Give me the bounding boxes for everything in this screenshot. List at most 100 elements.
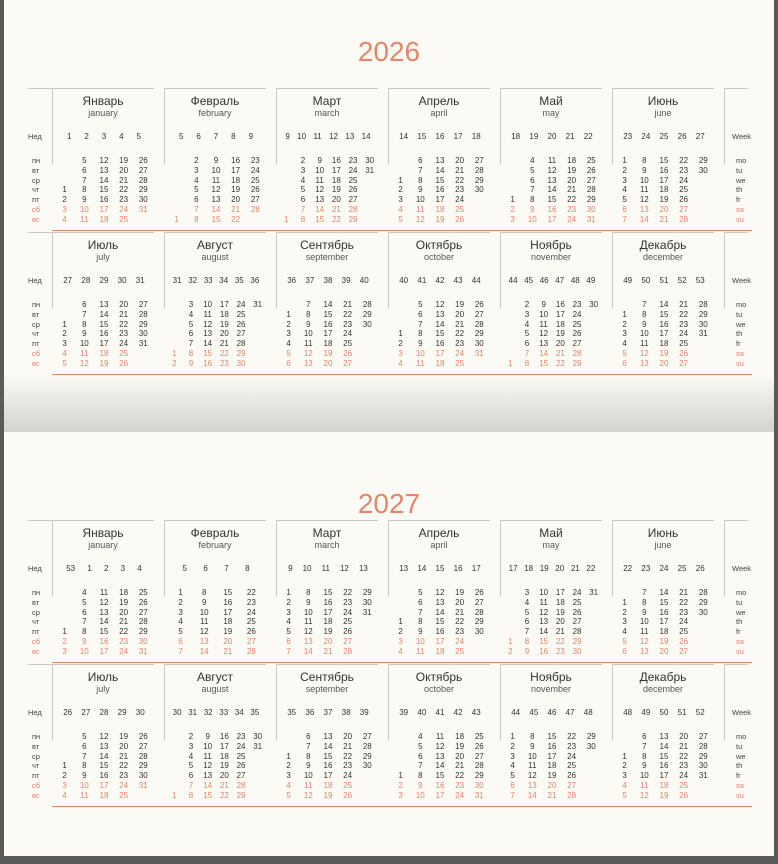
day-cell bbox=[616, 300, 634, 310]
day-cell: 21 bbox=[679, 300, 689, 309]
day-cell: 3 bbox=[188, 741, 194, 751]
week-numbers: 23 24 25 26 27 bbox=[614, 132, 714, 141]
weekday-label: th bbox=[736, 329, 743, 339]
day-cell: 9 bbox=[418, 185, 423, 195]
day-cell bbox=[166, 752, 183, 762]
day-cell bbox=[392, 300, 410, 310]
day-cell: 26 bbox=[455, 214, 465, 224]
day-cell: 7 bbox=[188, 339, 194, 349]
day-cell bbox=[582, 781, 600, 791]
day-cell: 12 bbox=[303, 627, 313, 637]
day-cell: 18 bbox=[223, 617, 233, 627]
day-cell: 6 bbox=[418, 751, 423, 761]
day-cell: 14 bbox=[303, 646, 313, 656]
day-cell: 27 bbox=[362, 732, 372, 741]
day-cell: 30 bbox=[253, 732, 263, 741]
divider-line bbox=[500, 88, 602, 89]
day-cell: 8 bbox=[306, 588, 311, 597]
day-cell: 8 bbox=[418, 329, 423, 339]
day-cell: 23 bbox=[572, 300, 582, 309]
day-cell: 30 bbox=[589, 300, 599, 309]
week-number: 28 bbox=[99, 708, 109, 717]
day-cell: 30 bbox=[474, 627, 484, 637]
week-number: 12 bbox=[329, 132, 339, 141]
day-cell: 6 bbox=[82, 607, 87, 617]
weekday-label: mo bbox=[736, 156, 747, 165]
day-cell: 19 bbox=[119, 732, 129, 741]
day-cell: 4 bbox=[622, 627, 627, 637]
day-cell bbox=[582, 771, 600, 781]
divider-line bbox=[52, 88, 53, 164]
week-number: 17 bbox=[508, 564, 518, 573]
week-number: 7 bbox=[224, 564, 229, 573]
day-cell: 18 bbox=[435, 358, 445, 368]
day-cell: 5 bbox=[82, 156, 87, 165]
weekday-label: пт bbox=[32, 627, 40, 637]
month-november: Ноябрь november 44 45 46 47 48 49 1 2 3 4 5 6 7 8 9 10 11 1… bbox=[500, 232, 608, 374]
day-cell bbox=[168, 176, 186, 186]
day-cell bbox=[166, 732, 183, 742]
day-cell: 15 bbox=[659, 751, 669, 761]
weekday-label: sa bbox=[736, 636, 744, 646]
day-cell bbox=[502, 598, 519, 608]
day-cell: 16 bbox=[323, 761, 333, 771]
day-cell: 3 bbox=[524, 309, 530, 319]
week-column: 13 14 15 16 17 18 19 bbox=[431, 156, 449, 225]
divider-line bbox=[724, 520, 725, 596]
day-cell bbox=[585, 339, 602, 349]
week-number: 28 bbox=[81, 276, 91, 285]
day-cell: 9 bbox=[418, 339, 423, 349]
day-cell: 16 bbox=[547, 741, 557, 751]
day-cell: 26 bbox=[586, 165, 596, 175]
day-cell: 11 bbox=[304, 339, 313, 349]
day-cell: 23 bbox=[455, 339, 465, 349]
day-cell: 6 bbox=[178, 636, 183, 646]
day-cell: 23 bbox=[246, 597, 256, 607]
week-number: 7 bbox=[213, 132, 219, 141]
day-cell: 22 bbox=[231, 214, 241, 224]
day-cell: 4 bbox=[300, 175, 306, 185]
day-cell: 21 bbox=[555, 348, 565, 358]
day-cell: 25 bbox=[679, 339, 689, 349]
day-cell: 24 bbox=[343, 329, 353, 339]
day-cell bbox=[280, 300, 298, 310]
week-column: 10 11 12 13 14 15 16 bbox=[199, 300, 216, 369]
week-column: 26 27 28 29 30 bbox=[470, 588, 488, 657]
day-cell: 7 bbox=[194, 204, 199, 214]
weekday-label: fr bbox=[736, 771, 741, 781]
week-number: 1 bbox=[66, 132, 72, 141]
day-cell bbox=[585, 598, 602, 608]
day-cell bbox=[585, 617, 602, 627]
day-grid: 1 2 3 4 5 6 7 8 9 10 11 12 13 14 15 16 17 18 19 20 21 22 23 24 2… bbox=[54, 732, 154, 801]
weekday-label: чт bbox=[32, 329, 40, 339]
day-cell: 5 bbox=[524, 329, 530, 339]
day-cell bbox=[168, 166, 186, 176]
month-april: Апрель april 13 14 15 16 17 1 2 3 4 5 6 7 8 9 10 11 12 13 14… bbox=[388, 520, 496, 662]
divider-line bbox=[724, 232, 748, 233]
day-cell: 10 bbox=[303, 771, 313, 781]
day-cell: 10 bbox=[79, 204, 89, 214]
weekday-label: th bbox=[736, 185, 743, 195]
day-cell: 3 bbox=[194, 165, 199, 175]
day-cell: 24 bbox=[455, 636, 465, 646]
day-cell: 6 bbox=[622, 204, 627, 214]
day-cell: 11 bbox=[640, 339, 649, 349]
divider-line bbox=[724, 232, 725, 308]
day-cell: 27 bbox=[474, 156, 484, 165]
week-column: 9 10 11 12 13 14 15 bbox=[535, 300, 552, 369]
day-cell: 6 bbox=[510, 780, 515, 790]
day-cell: 29 bbox=[348, 214, 358, 224]
day-cell: 16 bbox=[323, 597, 333, 607]
day-cell: 11 bbox=[203, 309, 212, 319]
day-grid: 1 2 3 4 5 6 7 8 9 10 11 12 13 14 15 16 17 18 19 20 21 22 23 24 2… bbox=[278, 300, 378, 369]
week-number: 17 bbox=[471, 564, 481, 573]
week-column: 4 5 6 7 8 9 10 bbox=[523, 156, 541, 225]
day-cell: 26 bbox=[138, 156, 148, 165]
day-cell: 1 bbox=[398, 175, 403, 185]
month-name-en: june bbox=[654, 108, 672, 118]
day-cell: 13 bbox=[435, 309, 445, 319]
day-cell bbox=[582, 752, 600, 762]
day-cell bbox=[134, 359, 152, 369]
day-cell: 26 bbox=[343, 627, 353, 637]
